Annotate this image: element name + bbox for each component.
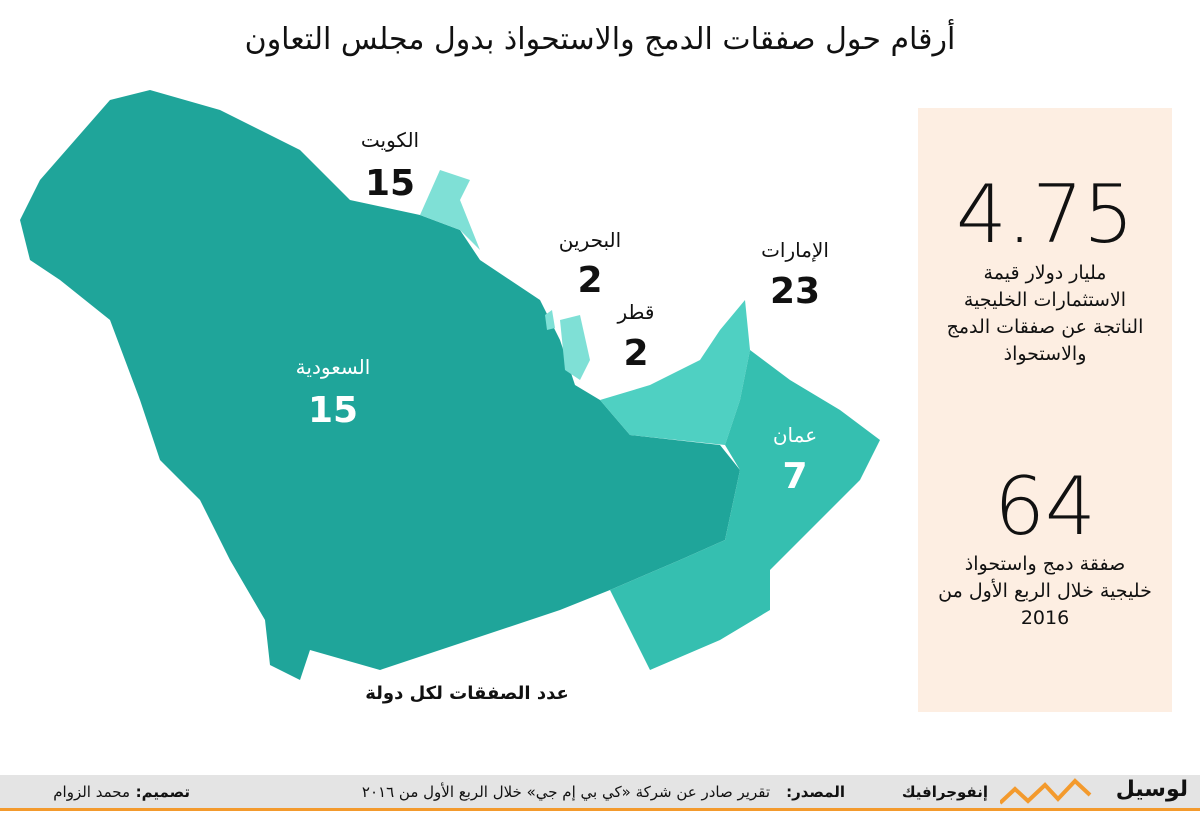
title: أرقام حول صفقات الدمج والاستحواذ بدول مج…: [244, 22, 956, 57]
saudi-arabia: [20, 90, 740, 680]
country-deals: 7: [782, 456, 808, 497]
brand: لوسيل: [1115, 777, 1188, 802]
country-name: قطر: [617, 300, 655, 324]
stat-value: 4.75: [955, 168, 1135, 261]
oman: [610, 350, 880, 670]
country-deals: 2: [577, 260, 603, 301]
bahrain: [545, 310, 555, 330]
designer: محمد الزوام: [53, 783, 130, 801]
design-label: تصميم:: [135, 783, 190, 801]
kuwait: [420, 170, 480, 250]
country-deals: 15: [364, 163, 416, 204]
country-name: البحرين: [558, 228, 622, 252]
footer: لوسيل إنفوجرافيك المصدر: تقرير صادر عن ش…: [0, 775, 1200, 811]
uae: [600, 300, 750, 445]
source: تقرير صادر عن شركة «كي بي إم جي» خلال ال…: [361, 783, 770, 801]
section: إنفوجرافيك: [901, 783, 988, 801]
stat-text: مليار دولار قيمة الاستثمارات الخليجية ال…: [946, 262, 1144, 365]
country-name: عمان: [772, 423, 818, 447]
country-deals: 2: [623, 333, 649, 374]
stat-text: صفقة دمج واستحواذ خليجية خلال الربع الأو…: [938, 553, 1152, 629]
map: [20, 90, 880, 680]
stats-panel: 4.75 مليار دولار قيمة الاستثمارات الخليج…: [918, 108, 1172, 712]
country-name: الإمارات: [761, 238, 829, 262]
map-caption: عدد الصفقات لكل دولة: [365, 683, 569, 704]
qatar: [560, 315, 590, 380]
logo-mark: [1000, 778, 1092, 805]
source-label: المصدر:: [786, 783, 845, 801]
country-deals: 23: [769, 271, 821, 312]
country-name: الكويت: [360, 128, 420, 152]
country-name: السعودية: [295, 355, 371, 379]
country-deals: 15: [307, 390, 359, 431]
stat-value: 64: [994, 460, 1096, 553]
